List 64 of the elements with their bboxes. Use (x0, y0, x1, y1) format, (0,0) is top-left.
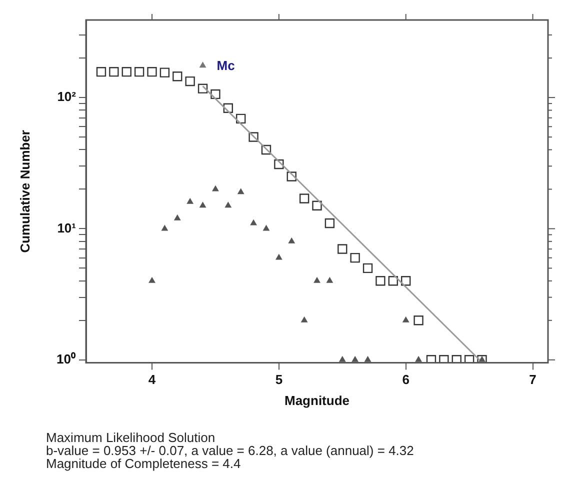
point (376, 276, 386, 286)
point (452, 355, 462, 363)
text: Maximum Likelihood Solution (46, 430, 216, 445)
point (185, 76, 195, 86)
point (326, 277, 333, 283)
point (439, 355, 449, 363)
point (186, 198, 194, 204)
point (286, 172, 296, 182)
series-label: Mc (216, 58, 235, 74)
point (301, 316, 308, 322)
point (299, 194, 310, 204)
point (402, 316, 409, 322)
point (200, 62, 206, 68)
point (263, 225, 270, 231)
point (160, 68, 170, 78)
point (352, 356, 358, 362)
y-tick-label: 10¹ (57, 220, 76, 236)
point (364, 356, 371, 362)
y-axis-title: Cumulative Number (17, 130, 32, 253)
x-tick-label: 7 (529, 372, 536, 388)
point (148, 277, 156, 283)
point (172, 72, 182, 82)
y-tick-label: 10² (57, 89, 77, 104)
point (464, 355, 474, 363)
point (162, 225, 168, 231)
x-tick-label: 5 (275, 372, 283, 388)
point (238, 188, 244, 194)
point (276, 254, 282, 260)
point (274, 159, 284, 170)
point (324, 218, 335, 228)
point (401, 276, 411, 286)
point (236, 114, 246, 124)
x-tick-label: 4 (148, 372, 156, 388)
point (248, 132, 258, 142)
point (338, 244, 348, 254)
point (250, 220, 257, 226)
point (122, 66, 132, 77)
point (339, 356, 346, 362)
point (223, 103, 233, 113)
point (288, 238, 295, 244)
point (261, 144, 272, 155)
point (210, 89, 220, 100)
point (134, 66, 144, 77)
point (212, 186, 219, 192)
y-tick-label: 10⁰ (56, 351, 76, 366)
point (312, 200, 322, 210)
point (225, 202, 232, 208)
point (147, 66, 157, 77)
point (96, 66, 106, 77)
point (350, 252, 360, 263)
point (426, 355, 436, 363)
point (414, 316, 424, 326)
text: b-value = 0.953 +/- 0.07, a value = 6.28, a value (annual) = 4.32 (46, 443, 415, 458)
text: Magnitude of Completeness = 4.4 (46, 456, 242, 471)
point (388, 276, 398, 286)
point (174, 214, 180, 220)
point (198, 84, 208, 94)
point (415, 356, 422, 362)
point (109, 66, 119, 77)
point (200, 202, 206, 208)
x-axis-title: Magnitude (284, 392, 350, 408)
point (314, 277, 320, 283)
point (362, 263, 373, 274)
x-tick-label: 6 (402, 372, 410, 388)
